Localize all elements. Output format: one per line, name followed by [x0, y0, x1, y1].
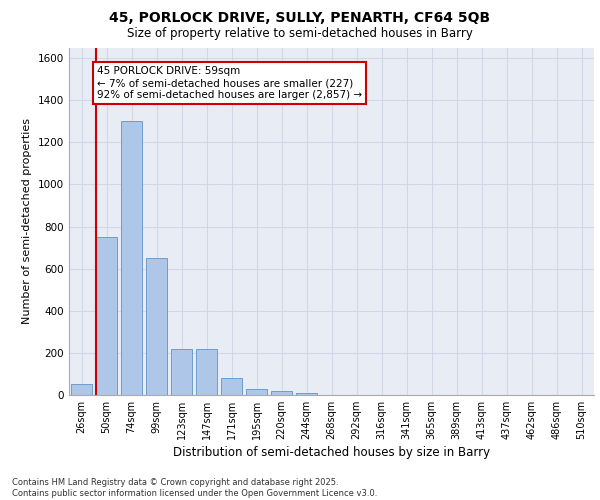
Bar	[221, 378, 242, 395]
Bar	[171, 348, 192, 395]
Text: 45, PORLOCK DRIVE, SULLY, PENARTH, CF64 5QB: 45, PORLOCK DRIVE, SULLY, PENARTH, CF64 …	[109, 12, 491, 26]
Bar	[271, 391, 292, 395]
X-axis label: Distribution of semi-detached houses by size in Barry: Distribution of semi-detached houses by …	[173, 446, 490, 459]
Bar	[96, 237, 117, 395]
Text: Size of property relative to semi-detached houses in Barry: Size of property relative to semi-detach…	[127, 28, 473, 40]
Bar	[296, 394, 317, 395]
Y-axis label: Number of semi-detached properties: Number of semi-detached properties	[22, 118, 32, 324]
Text: Contains HM Land Registry data © Crown copyright and database right 2025.
Contai: Contains HM Land Registry data © Crown c…	[12, 478, 377, 498]
Bar	[146, 258, 167, 395]
Text: 45 PORLOCK DRIVE: 59sqm
← 7% of semi-detached houses are smaller (227)
92% of se: 45 PORLOCK DRIVE: 59sqm ← 7% of semi-det…	[97, 66, 362, 100]
Bar	[196, 348, 217, 395]
Bar	[121, 121, 142, 395]
Bar	[71, 384, 92, 395]
Bar	[246, 388, 267, 395]
